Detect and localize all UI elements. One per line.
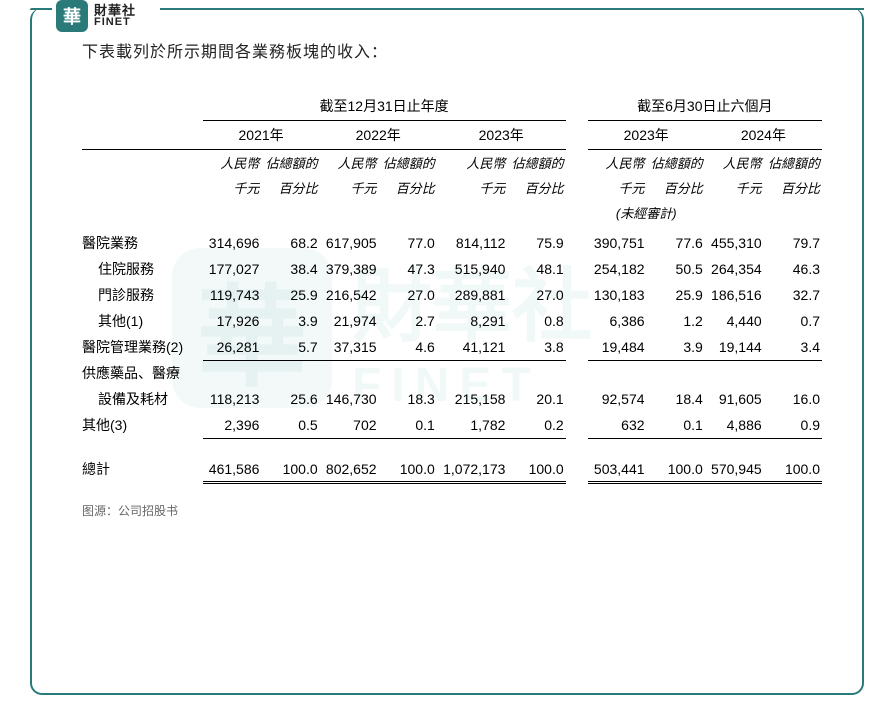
row-hospital-mgmt: 醫院管理業務(2) 26,2815.7 37,3154.6 41,1213.8 … [82, 334, 822, 360]
col-pct: 佔總額的 [265, 150, 319, 176]
interim-2023: 2023年 [588, 121, 705, 150]
row-other1: 其他(1) 17,9263.9 21,9742.7 8,2910.8 6,386… [82, 308, 822, 334]
year-2023: 2023年 [437, 121, 566, 150]
row-outpatient: 門診服務 119,74325.9 216,54227.0 289,88127.0… [82, 282, 822, 308]
col-thousand: 千元 [203, 175, 266, 200]
logo-glyph: 華 [56, 0, 88, 32]
brand-logo: 華 財華社 FINET [52, 0, 140, 32]
intro-text: 下表載列於所示期間各業務板塊的收入： [82, 38, 822, 62]
col-percent: 百分比 [265, 175, 319, 200]
row-total: 總計 461,586100.0 802,652100.0 1,072,17310… [82, 456, 822, 482]
revenue-table: 截至12月31日止年度 截至6月30日止六個月 2021年 2022年 2023… [82, 92, 822, 484]
source-note: 图源：公司招股书 [82, 502, 822, 519]
year-2022: 2022年 [320, 121, 437, 150]
interim-period-header: 截至6月30日止六個月 [588, 92, 822, 121]
unaudited-note: (未經審計) [588, 200, 705, 225]
col-rmb: 人民幣 [203, 150, 266, 176]
content-frame: 下表載列於所示期間各業務板塊的收入： 華 財華社 FINET 截至12月31日止… [30, 8, 864, 695]
row-hospital-business: 醫院業務 314,69668.2 617,90577.0 814,11275.9… [82, 225, 822, 256]
interim-2024: 2024年 [705, 121, 822, 150]
row-inpatient: 住院服務 177,02738.4 379,38947.3 515,94048.1… [82, 256, 822, 282]
row-supply: 設備及耗材 118,21325.6 146,73018.3 215,15820.… [82, 386, 822, 412]
annual-period-header: 截至12月31日止年度 [203, 92, 566, 121]
row-other3: 其他(3) 2,3960.5 7020.1 1,7820.2 6320.1 4,… [82, 412, 822, 438]
row-supply-label1: 供應藥品、醫療 [82, 360, 822, 386]
year-2021: 2021年 [203, 121, 320, 150]
logo-en: FINET [94, 17, 136, 28]
